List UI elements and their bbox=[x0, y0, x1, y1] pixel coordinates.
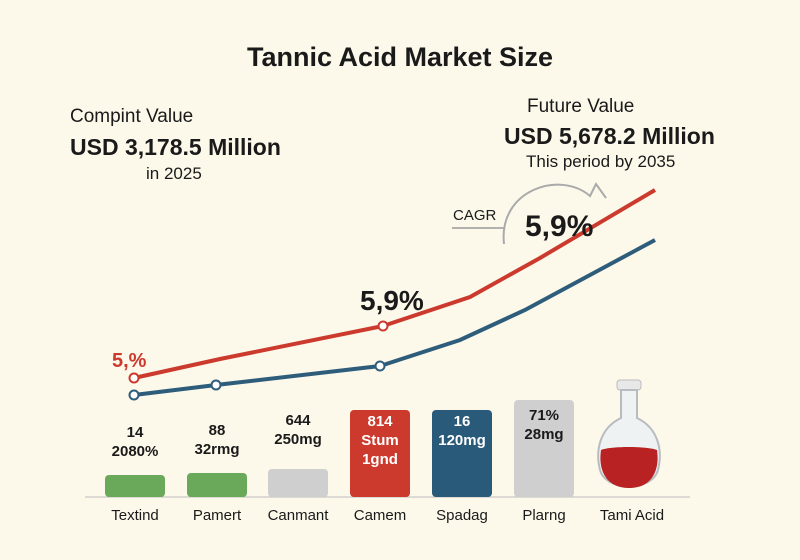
future-period: This period by 2035 bbox=[526, 152, 676, 171]
flask-cap-icon bbox=[616, 379, 642, 391]
current-value: USD 3,178.5 Million bbox=[70, 134, 281, 160]
series-line-blue bbox=[133, 238, 656, 397]
bar-label-line: 32rmg bbox=[194, 441, 240, 458]
future-value-label: Future Value bbox=[527, 96, 635, 117]
category-label: Textind bbox=[111, 507, 159, 524]
bar-label-line: 1gnd bbox=[362, 451, 398, 468]
bar-label: 14 2080% bbox=[95, 423, 175, 461]
cagr-arrow-icon bbox=[502, 182, 607, 245]
bar-label: 16 120mg bbox=[422, 412, 502, 450]
line-marker bbox=[377, 320, 389, 332]
series-line-red bbox=[133, 188, 657, 380]
category-label: Canmant bbox=[267, 507, 329, 524]
current-year: in 2025 bbox=[146, 164, 202, 183]
bar-label-line: 644 bbox=[285, 412, 311, 429]
category-label: Camem bbox=[353, 507, 407, 524]
bar-label-line: 16 bbox=[453, 413, 471, 430]
line-marker bbox=[210, 379, 222, 391]
bar-label-line: 88 bbox=[208, 422, 226, 439]
annotation-mid: 5,9% bbox=[360, 285, 424, 316]
bar-textind bbox=[105, 475, 165, 497]
bar-label-line: Stum bbox=[361, 432, 399, 449]
chart-title: Tannic Acid Market Size bbox=[246, 42, 554, 72]
bar-camem bbox=[350, 410, 410, 497]
bar-canmant bbox=[268, 469, 328, 497]
bar-pamert bbox=[187, 473, 247, 497]
bar-label-line: 120mg bbox=[438, 432, 486, 449]
bar-label: 814 Stum 1gnd bbox=[340, 412, 420, 469]
bar-plarng bbox=[514, 400, 574, 497]
bar-label-line: 14 bbox=[126, 424, 144, 441]
bar-label-line: 250mg bbox=[274, 431, 322, 448]
category-label: Tami Acid bbox=[599, 507, 665, 524]
line-marker bbox=[128, 389, 140, 401]
category-label: Spadag bbox=[436, 507, 488, 524]
bar-label-line: 2080% bbox=[111, 443, 159, 460]
category-label: Pamert bbox=[192, 507, 242, 524]
bar-label: 88 32rmg bbox=[177, 421, 257, 459]
category-label: Plarng bbox=[522, 507, 566, 524]
line-marker bbox=[374, 360, 386, 372]
line-marker bbox=[128, 372, 140, 384]
bar-label: 71% 28mg bbox=[504, 406, 584, 444]
bar-label-line: 71% bbox=[528, 407, 560, 424]
future-value: USD 5,678.2 Million bbox=[504, 123, 715, 149]
current-value-label: Compint Value bbox=[70, 106, 194, 127]
cagr-label: CAGR bbox=[453, 207, 497, 224]
annotation-cagr: 5,9% bbox=[525, 210, 594, 243]
bar-label-line: 814 bbox=[367, 413, 393, 430]
annotation-start: 5,% bbox=[112, 350, 147, 372]
bar-label: 644 250mg bbox=[258, 411, 338, 449]
flask-liquid-icon bbox=[600, 447, 658, 488]
bar-spadag bbox=[432, 410, 492, 497]
bar-label-line: 28mg bbox=[524, 426, 564, 443]
